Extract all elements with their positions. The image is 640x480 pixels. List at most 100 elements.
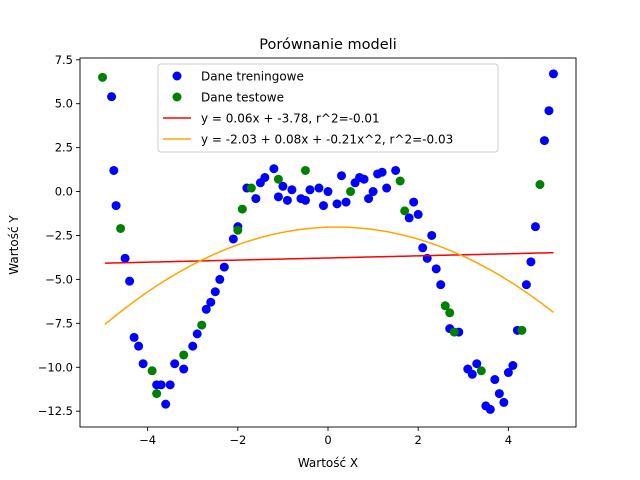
data-point-train (278, 181, 288, 191)
legend-label: y = -2.03 + 0.08x + -0.21x^2, r^2=-0.03 (201, 133, 453, 147)
data-point-train (544, 106, 554, 116)
data-point-test (400, 206, 410, 216)
data-point-train (107, 92, 117, 102)
x-tick-label: 4 (505, 433, 512, 447)
data-point-train (368, 187, 378, 197)
data-point-train (282, 195, 292, 205)
data-point-train (287, 185, 297, 195)
legend: Dane treningowe Dane testowe y = 0.06x + -… (157, 63, 499, 153)
legend-box (157, 63, 499, 153)
x-tick-label: 2 (415, 433, 422, 447)
data-point-train (125, 276, 135, 286)
data-point-train (472, 359, 482, 369)
data-point-train (467, 369, 477, 379)
data-point-train (215, 274, 225, 284)
y-tick-label: −7.5 (45, 316, 73, 330)
data-point-train (359, 174, 369, 184)
data-point-train (109, 165, 119, 175)
data-point-train (305, 185, 315, 195)
y-axis-label: Wartość Y (7, 215, 21, 275)
data-point-train (485, 404, 495, 414)
data-point-test (152, 389, 162, 399)
axes: −4 −2 0 2 4 −12.5 −10.0 −7.5 −5.0 −2.5 0.0 2.5 5.0 7.… (38, 53, 577, 447)
data-point-train (179, 364, 189, 374)
data-point-test (233, 225, 243, 235)
legend-marker-test (172, 92, 182, 102)
data-point-test (246, 183, 256, 193)
data-point-train (323, 187, 333, 197)
data-point-train (161, 399, 171, 409)
data-point-test (395, 176, 405, 186)
data-point-train (494, 389, 504, 399)
data-point-train (332, 199, 342, 209)
y-tick-label: −5.0 (45, 272, 73, 286)
data-point-test (273, 174, 283, 184)
y-tick-label: −12.5 (38, 404, 73, 418)
data-point-test (116, 223, 126, 233)
data-point-test (147, 366, 157, 376)
data-point-train (436, 280, 446, 290)
data-point-train (413, 209, 423, 219)
y-tick-label: 0.0 (55, 185, 73, 199)
data-point-test (440, 301, 450, 311)
data-point-test (237, 204, 247, 214)
data-point-train (165, 380, 175, 390)
x-axis-label: Wartość X (298, 456, 358, 470)
data-point-train (503, 368, 513, 378)
data-point-train (260, 172, 270, 182)
data-point-train (120, 253, 130, 263)
x-tick-label: −4 (139, 433, 156, 447)
data-point-test (449, 327, 459, 337)
data-point-train (156, 380, 166, 390)
data-point-train (548, 69, 558, 79)
data-point-train (228, 234, 238, 244)
data-point-train (269, 164, 279, 174)
quadratic-fit-line (104, 226, 554, 326)
data-point-train (129, 332, 139, 342)
data-point-test (346, 187, 356, 197)
data-point-train (382, 183, 392, 193)
data-point-train (521, 280, 531, 290)
data-point-train (219, 262, 229, 272)
data-point-test (476, 366, 486, 376)
y-tick-label: 5.0 (55, 97, 73, 111)
data-point-test (179, 350, 189, 360)
data-point-train (409, 197, 419, 207)
data-point-train (314, 183, 324, 193)
data-point-train (251, 194, 261, 204)
y-tick-label: −10.0 (38, 360, 73, 374)
y-tick-label: 2.5 (55, 141, 73, 155)
data-point-test (445, 308, 455, 318)
data-point-train (201, 304, 211, 314)
data-point-train (364, 194, 374, 204)
x-tick-label: −2 (229, 433, 246, 447)
data-point-train (431, 264, 441, 274)
data-point-test (300, 165, 310, 175)
data-point-train (111, 201, 121, 211)
data-point-train (300, 195, 310, 205)
data-point-train (427, 230, 437, 240)
data-point-train (337, 171, 347, 181)
legend-marker-train (172, 71, 182, 81)
data-point-train (170, 359, 180, 369)
data-point-train (539, 136, 549, 146)
legend-label: Dane treningowe (201, 70, 304, 84)
data-point-test (517, 325, 527, 335)
data-point-train (404, 213, 414, 223)
legend-label: Dane testowe (201, 91, 284, 105)
data-point-train (418, 243, 428, 253)
data-point-train (391, 165, 401, 175)
plot-area (98, 69, 558, 414)
data-point-train (273, 192, 283, 202)
legend-label: y = 0.06x + -3.78, r^2=-0.01 (201, 112, 380, 126)
linear-fit-line (104, 251, 554, 264)
data-point-test (98, 72, 108, 82)
data-point-train (499, 397, 509, 407)
data-point-test (197, 320, 207, 330)
x-tick-label: 0 (324, 433, 331, 447)
data-point-train (526, 257, 536, 267)
data-point-train (490, 375, 500, 385)
chart-title: Porównanie modeli (259, 37, 396, 53)
data-point-train (341, 197, 351, 207)
